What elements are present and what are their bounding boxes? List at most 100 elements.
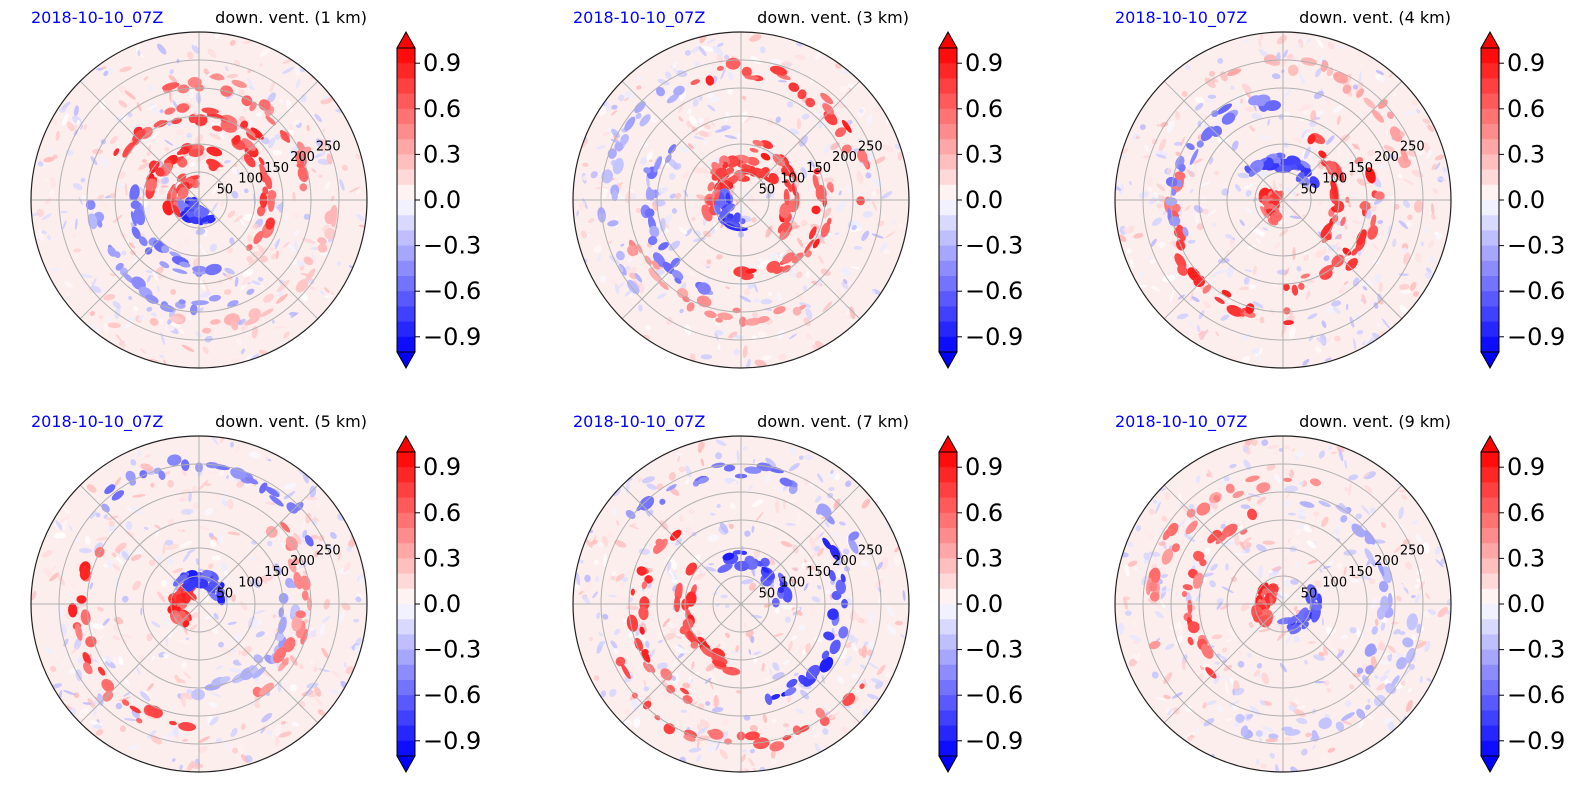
heatmap-cell [840,726,850,735]
heatmap-feature [641,581,648,590]
heatmap-cell [1183,533,1196,543]
heatmap-cell [326,153,333,165]
heatmap-feature [104,484,116,495]
heatmap-cell [146,633,153,642]
heatmap-cell [239,218,246,228]
heatmap-feature [1162,528,1172,541]
heatmap-cell [118,100,128,108]
heatmap-cell [1256,238,1261,244]
colorbar-extend-max [938,30,958,49]
heatmap-feature [1371,625,1378,635]
heatmap-feature [841,119,852,133]
colorbar-tick-label: −0.3 [423,636,481,664]
heatmap-cell [675,635,682,639]
heatmap-cell [733,348,741,356]
heatmap-cell [1387,224,1392,238]
heatmap-cell [845,480,852,488]
colorbar-level [1481,528,1499,544]
heatmap-cell [871,199,878,212]
heatmap-cell [112,301,121,309]
colorbar: 0.90.60.30.0−0.3−0.6−0.9 [1480,434,1565,774]
heatmap-cell [226,474,229,480]
heatmap-cell [182,739,189,742]
heatmap-feature [638,606,649,621]
heatmap-cell [1188,320,1193,327]
heatmap-cell [698,46,707,57]
heatmap-cell [317,709,326,716]
heatmap-cell [693,572,706,581]
heatmap-cell [112,635,121,641]
colorbar-tick-label: 0.6 [965,95,1003,123]
heatmap-cell [1156,123,1161,127]
heatmap-cell [871,178,884,188]
heatmap-cell [861,645,868,659]
heatmap-cell [116,183,126,189]
heatmap-feature [1273,212,1283,222]
heatmap-cell [864,565,872,571]
heatmap-cell [727,71,734,81]
heatmap-cell [1420,241,1425,246]
heatmap-cell [828,487,835,491]
colorbar-level [1481,215,1499,231]
heatmap-cell [1414,593,1421,604]
heatmap-cell [678,466,686,473]
heatmap-feature [149,317,159,326]
heatmap-feature [840,573,846,583]
heatmap-cell [789,446,797,456]
heatmap-cell [898,223,904,228]
heatmap-cell [95,634,106,643]
heatmap-cell [686,527,693,537]
heatmap-cell [248,257,259,266]
heatmap-cell [199,291,212,298]
heatmap-feature [1171,188,1177,196]
heatmap-cell [1417,639,1423,644]
heatmap-cell [823,143,833,154]
heatmap-cell [1382,717,1394,724]
heatmap-cell [786,101,794,108]
heatmap-cell [310,661,320,672]
heatmap-feature [679,687,690,695]
heatmap-cell [37,161,44,167]
heatmap-cell [181,344,195,352]
colorbar-level [939,139,957,155]
heatmap-cell [265,502,277,505]
heatmap-cell [1403,200,1410,208]
heatmap-cell [1327,747,1336,753]
heatmap-cell [273,508,279,514]
heatmap-cell [1194,102,1204,111]
heatmap-feature [769,65,788,76]
heatmap-feature [205,462,219,469]
heatmap-cell [53,532,67,539]
heatmap-cell [803,454,814,461]
heatmap-cell [1367,149,1376,157]
heatmap-cell [583,582,593,594]
polar-boundary [30,31,368,369]
heatmap-cell [1139,270,1145,278]
heatmap-cell [1383,145,1395,153]
heatmap-cell [1151,285,1160,292]
heatmap-cell [1389,153,1395,160]
heatmap-feature [278,592,289,604]
heatmap-feature [148,160,159,171]
heatmap-cell [781,519,787,528]
heatmap-cell [146,275,152,283]
heatmap-cell [839,188,848,197]
heatmap-feature [178,299,186,305]
heatmap-cell [163,653,169,659]
colorbar-tick-label: −0.6 [1507,277,1565,305]
panel-title: down. vent. (4 km) [1299,8,1451,27]
heatmap-cell [223,159,231,164]
heatmap-cell [638,477,643,483]
heatmap-feature [647,236,658,246]
heatmap-cell [761,662,765,672]
heatmap-cell [171,758,176,762]
panel-title: down. vent. (9 km) [1299,412,1451,431]
colorbar-level [397,78,415,94]
heatmap-cell [1305,732,1312,738]
heatmap-cell [851,673,858,679]
heatmap-cell [1380,522,1387,529]
heatmap-cell [1298,523,1305,530]
heatmap-cell [1256,496,1267,505]
heatmap-cell [810,537,816,550]
heatmap-cell [853,245,863,250]
